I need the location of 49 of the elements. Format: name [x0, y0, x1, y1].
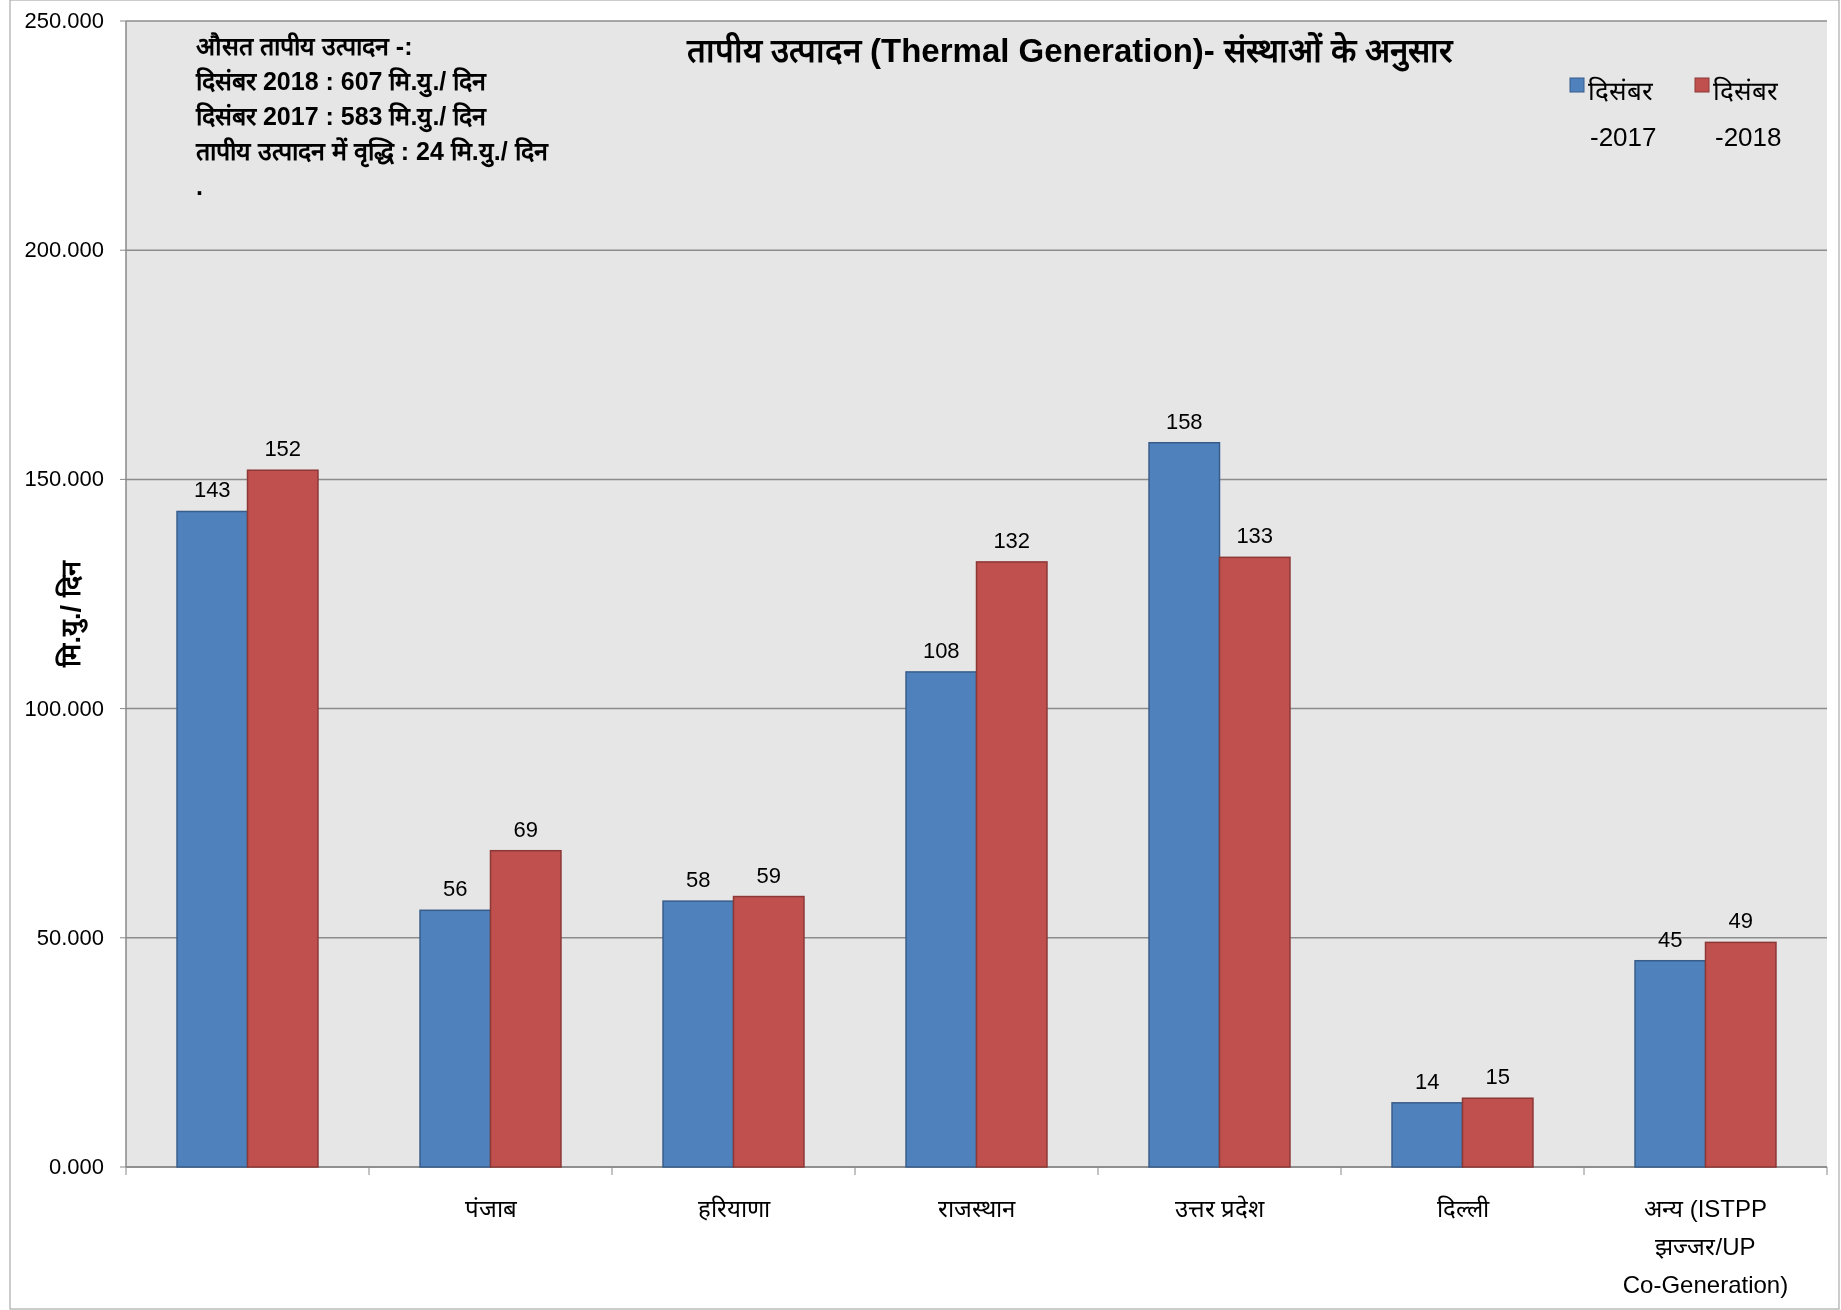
legend-label: दिसंबर -2017	[1588, 76, 1657, 152]
y-tick-label: 150.000	[24, 466, 104, 492]
bar	[1461, 1097, 1534, 1168]
data-label: 56	[443, 876, 468, 902]
bar	[1634, 959, 1707, 1168]
bar	[1148, 441, 1221, 1168]
bar	[489, 849, 562, 1168]
data-label: 59	[756, 862, 781, 888]
x-tick-label: हरियाणा	[697, 1195, 771, 1222]
data-label: 152	[264, 436, 302, 462]
data-label: 45	[1658, 926, 1683, 952]
legend-label: दिसंबर -2018	[1713, 76, 1782, 152]
bar	[662, 900, 735, 1168]
bar	[176, 510, 249, 1168]
bar	[1391, 1102, 1464, 1168]
y-tick-label: 200.000	[24, 237, 104, 263]
y-tick-label: 250.000	[24, 8, 104, 33]
bar	[905, 671, 978, 1168]
data-label: 15	[1485, 1064, 1510, 1090]
bar	[1704, 941, 1777, 1168]
x-tick-label: उत्तर प्रदेश	[1174, 1195, 1266, 1222]
data-label: 58	[686, 867, 711, 893]
x-tick-label: अन्य (ISTPP झज्जर/UP Co-Generation)	[1622, 1195, 1789, 1298]
y-tick-label: 0.000	[48, 1154, 104, 1179]
data-label: 108	[922, 637, 960, 663]
bar	[419, 909, 492, 1168]
chart-title: तापीय उत्पादन (Thermal Generation)- संस्थाओं के अनुसार	[685, 31, 1455, 72]
x-tick-label: राजस्थान	[938, 1195, 1016, 1222]
data-label: 14	[1415, 1068, 1440, 1094]
x-tick-label: दिल्ली	[1436, 1195, 1490, 1222]
data-label: 132	[993, 527, 1031, 553]
data-label: 158	[1165, 408, 1203, 434]
y-tick-label: 100.000	[24, 695, 104, 721]
y-axis-title: मि.यु./ दिन	[55, 560, 88, 668]
data-label: 49	[1728, 908, 1753, 934]
data-label: 143	[193, 477, 231, 503]
x-tick-label: पंजाब	[464, 1195, 518, 1222]
annotation: तापीय उत्पादन में वृद्धि : 24 मि.यु./ दिन	[195, 137, 549, 168]
bar	[246, 469, 319, 1168]
annotation: .	[196, 172, 203, 200]
annotation: औसत तापीय उत्पादन -:	[196, 32, 413, 60]
bar	[975, 561, 1048, 1168]
data-label: 69	[513, 816, 538, 842]
annotation: दिसंबर 2018 : 607 मि.यु./ दिन	[195, 67, 488, 98]
annotation: दिसंबर 2017 : 583 मि.यु./ दिन	[195, 102, 488, 133]
data-label: 133	[1236, 523, 1274, 549]
y-tick-label: 50.000	[36, 924, 104, 950]
bar	[732, 895, 805, 1168]
bar	[1218, 556, 1291, 1168]
